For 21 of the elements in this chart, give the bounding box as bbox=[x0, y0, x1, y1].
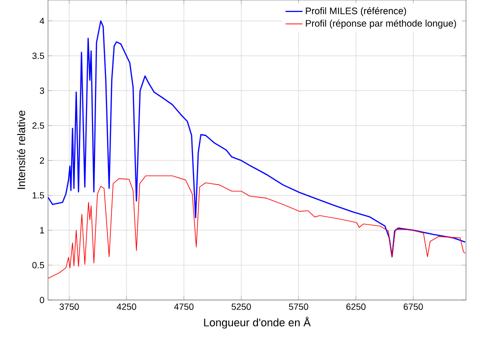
y-tick-label: 1 bbox=[40, 227, 44, 234]
x-tick-label: 6750 bbox=[404, 304, 423, 310]
x-tick-label: 4750 bbox=[174, 304, 194, 310]
y-tick-label: 0.5 bbox=[32, 262, 44, 268]
x-tick-label: 5750 bbox=[288, 304, 308, 310]
y-tick-label: 2.5 bbox=[32, 122, 44, 129]
y-tick-label: 0 bbox=[40, 296, 44, 304]
y-tick-label: 3.5 bbox=[32, 52, 44, 59]
y-tick-label: 2 bbox=[40, 157, 44, 164]
y-tick-label: 3 bbox=[40, 88, 44, 94]
x-tick-label: 4250 bbox=[116, 304, 136, 310]
line-series bbox=[48, 20, 466, 258]
legend-label: Profil MILES (référence) bbox=[306, 7, 406, 16]
y-axis-title: Intensité relative bbox=[17, 110, 26, 189]
x-tick-label: 5250 bbox=[232, 304, 251, 310]
legend-label: Profil (réponse par méthode longue) bbox=[306, 20, 456, 29]
y-tick-label: 4 bbox=[40, 18, 44, 24]
y-tick-label: 1.5 bbox=[32, 192, 44, 198]
x-tick-label: 3750 bbox=[60, 304, 79, 310]
x-tick-label: 6250 bbox=[346, 304, 366, 310]
x-axis-title: Longueur d'onde en Å bbox=[204, 316, 311, 329]
